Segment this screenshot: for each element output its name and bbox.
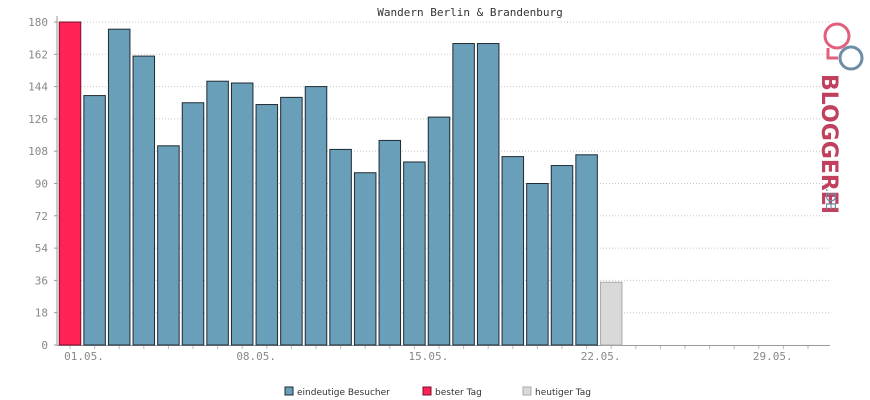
bar xyxy=(550,165,574,346)
bar xyxy=(157,145,180,346)
y-tick-label: 144 xyxy=(28,81,48,94)
x-tick-label: 15.05. xyxy=(409,350,449,363)
x-tick-label: 29.05. xyxy=(753,350,793,363)
logo-emblem-icon xyxy=(823,22,864,71)
bar xyxy=(280,96,303,346)
y-tick-label: 126 xyxy=(28,113,48,126)
bar xyxy=(132,55,156,346)
y-tick-label: 0 xyxy=(41,339,48,352)
y-tick-labels: 0 18 36 54 72 90 108 126 144 162 180 xyxy=(28,16,48,352)
legend-label: eindeutige Besucher xyxy=(297,388,390,398)
bar xyxy=(403,161,426,346)
bar xyxy=(58,21,82,346)
bar xyxy=(353,172,377,346)
bar xyxy=(501,156,525,346)
x-tick-labels: 01.05. 08.05. 15.05. 22.05. 29.05. xyxy=(64,350,793,363)
bar xyxy=(107,28,131,346)
y-tick-label: 36 xyxy=(35,274,48,287)
bar xyxy=(83,95,106,346)
x-tick-label: 22.05. xyxy=(581,350,621,363)
x-tick-label: 08.05. xyxy=(236,350,276,363)
bar xyxy=(599,281,623,346)
bloggerei-logo[interactable]: BLOGGEREI .DE xyxy=(816,22,864,214)
y-tick-label: 54 xyxy=(35,242,49,255)
bars xyxy=(58,21,623,346)
chart-title: Wandern Berlin & Brandenburg xyxy=(377,6,562,19)
y-tick-label: 108 xyxy=(28,145,48,158)
legend-swatch xyxy=(284,386,294,396)
bar xyxy=(255,104,279,346)
bar xyxy=(452,43,475,346)
bar xyxy=(329,148,352,346)
y-tick-label: 180 xyxy=(28,16,48,29)
bar xyxy=(304,86,328,346)
legend-label: bester Tag xyxy=(435,388,482,398)
legend-swatch xyxy=(522,386,532,396)
y-tick-label: 90 xyxy=(35,178,48,191)
bar xyxy=(427,116,451,346)
legend-label: heutiger Tag xyxy=(535,388,591,398)
logo-brand-text: BLOGGEREI xyxy=(816,74,841,214)
bar xyxy=(181,102,205,346)
bar xyxy=(206,80,229,346)
y-tick-label: 18 xyxy=(35,307,48,320)
legend: eindeutige Besucher bester Tag heutiger Ta… xyxy=(284,386,591,398)
x-tick-label: 01.05. xyxy=(64,350,104,363)
bar xyxy=(378,139,402,346)
bar xyxy=(575,154,598,346)
bar xyxy=(230,82,254,346)
y-tick-label: 162 xyxy=(28,48,48,61)
logo-suffix-text: .DE xyxy=(822,188,837,210)
y-tick-label: 72 xyxy=(35,210,48,223)
bar xyxy=(526,183,549,346)
legend-swatch xyxy=(422,386,432,396)
bar xyxy=(476,43,500,346)
